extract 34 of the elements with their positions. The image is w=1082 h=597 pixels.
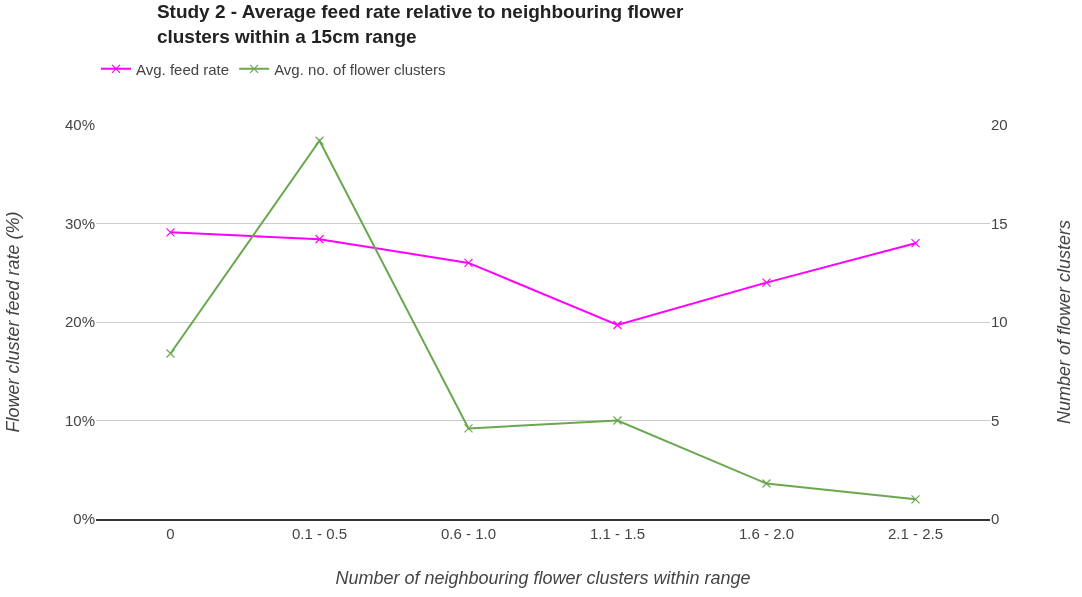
point [314,234,325,244]
y2-tick-label: 20 [991,116,1008,134]
y2-tick-label: 10 [991,313,1008,331]
point [612,415,623,426]
point [165,227,176,237]
x-tick-label: 2.1 - 2.5 [887,525,944,542]
y-tick-label: 0% [73,510,95,528]
legend-label: Avg. feed rate [136,60,230,78]
legend-label: Avg. no. of flower clusters [274,60,446,78]
y2-tick-label: 0 [991,510,1000,528]
y2-axis-title: Number of flower clusters [1053,219,1074,425]
point [463,258,474,268]
y2-tick-label: 5 [991,411,1000,429]
x-tick-label: 1.1 - 1.5 [589,525,646,542]
y-tick-label: 10% [64,411,95,429]
point [761,478,772,489]
x-axis-title: Number of neighbouring flower clusters within range [335,567,751,588]
point [314,136,325,146]
y-axis-title: Flower cluster feed rate (%) [3,211,24,433]
x-tick-label: 0 [166,525,175,542]
y-tick-label: 30% [64,214,95,232]
x-tick-label: 0.6 - 1.0 [440,525,497,542]
y-tick-label: 20% [64,313,95,331]
point [761,278,772,288]
x-tick-label: 1.6 - 2.0 [738,525,795,542]
point [910,494,921,504]
point [910,238,921,248]
point [165,348,176,359]
x-tick-label: 0.1 - 0.5 [291,525,348,542]
chart-title: Study 2 - Average feed rate relative to neighbouring flower clusters within a 15cm range [156,0,684,47]
y-tick-label: 40% [64,116,95,134]
y2-tick-label: 15 [991,214,1008,232]
point [463,423,474,433]
point [612,320,623,330]
